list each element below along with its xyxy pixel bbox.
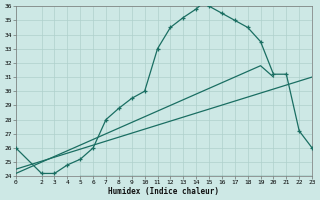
X-axis label: Humidex (Indice chaleur): Humidex (Indice chaleur) [108, 187, 220, 196]
